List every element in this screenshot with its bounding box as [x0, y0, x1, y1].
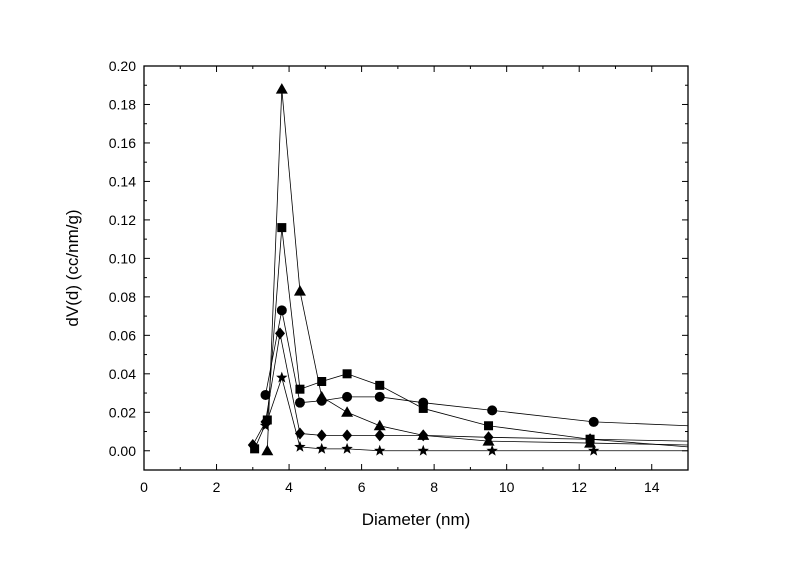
y-tick-label: 0.02	[109, 404, 136, 420]
x-tick-label: 10	[499, 479, 515, 495]
y-tick-label: 0.08	[109, 289, 136, 305]
circle-marker	[276, 305, 287, 316]
y-tick-label: 0.10	[109, 250, 136, 266]
diamond-marker	[585, 433, 596, 446]
x-tick-label: 0	[140, 479, 148, 495]
series-markers	[247, 83, 600, 456]
x-tick-label: 2	[213, 479, 221, 495]
square-marker	[418, 403, 428, 413]
star-marker	[588, 444, 600, 456]
square-marker	[484, 421, 494, 431]
circle-marker	[294, 397, 305, 408]
triangle-marker	[275, 83, 288, 94]
diamond-marker	[483, 431, 494, 444]
y-tick-label: 0.12	[109, 212, 136, 228]
triangle-marker	[293, 285, 306, 296]
square-marker	[375, 380, 385, 390]
plot-frame	[143, 65, 689, 471]
y-tick-label: 0.06	[109, 327, 136, 343]
square-marker	[317, 377, 327, 387]
x-tick-label: 14	[644, 479, 660, 495]
x-tick-label: 12	[571, 479, 587, 495]
circle-marker	[342, 391, 353, 402]
square-marker	[295, 384, 305, 394]
triangle-marker	[261, 444, 274, 456]
y-tick-label: 0.14	[109, 173, 136, 189]
diamond-marker	[316, 429, 327, 442]
triangle-marker	[341, 406, 354, 417]
x-tick-label: 4	[285, 479, 293, 495]
star-marker	[316, 442, 328, 454]
x-tick-label: 8	[430, 479, 438, 495]
circle-marker	[316, 395, 327, 406]
x-tick-label: 6	[358, 479, 366, 495]
y-axis-title: dV(d) (cc/nm/g)	[63, 209, 82, 326]
square-marker	[342, 369, 352, 379]
series-lines	[252, 89, 689, 452]
circle-marker	[260, 389, 271, 400]
triangle-series-line	[266, 89, 689, 451]
diamond-marker	[374, 429, 385, 442]
star-marker	[486, 444, 498, 456]
star-marker	[259, 419, 272, 431]
circle-series-line	[265, 310, 689, 427]
diamond-marker	[275, 327, 285, 340]
y-tick-label: 0.00	[109, 443, 136, 459]
square-marker	[277, 223, 287, 233]
circle-marker	[418, 397, 429, 408]
y-tick-label: 0.20	[109, 58, 136, 74]
y-tick-label: 0.18	[109, 96, 136, 112]
diamond-marker	[294, 427, 305, 440]
axis-ticks: 0 2 4 6 8 10 12 14 0.00 0.02 0.04 0.06 0.08 0.10 0.12 0…	[109, 58, 688, 495]
circle-marker	[588, 416, 599, 427]
y-tick-label: 0.04	[109, 366, 136, 382]
circle-marker	[487, 405, 498, 416]
diamond-marker	[418, 429, 429, 442]
x-axis-title: Diameter (nm)	[362, 510, 471, 529]
circle-marker	[374, 391, 385, 402]
star-marker	[374, 444, 386, 456]
y-tick-label: 0.16	[109, 135, 136, 151]
diamond-marker	[247, 438, 258, 451]
star-marker	[276, 371, 288, 383]
star-marker	[341, 442, 353, 454]
square-marker	[250, 444, 260, 454]
star-marker	[294, 440, 306, 452]
triangle-marker	[373, 419, 386, 431]
diamond-marker	[342, 429, 353, 442]
star-marker	[417, 444, 429, 456]
star-series-line	[265, 376, 688, 452]
